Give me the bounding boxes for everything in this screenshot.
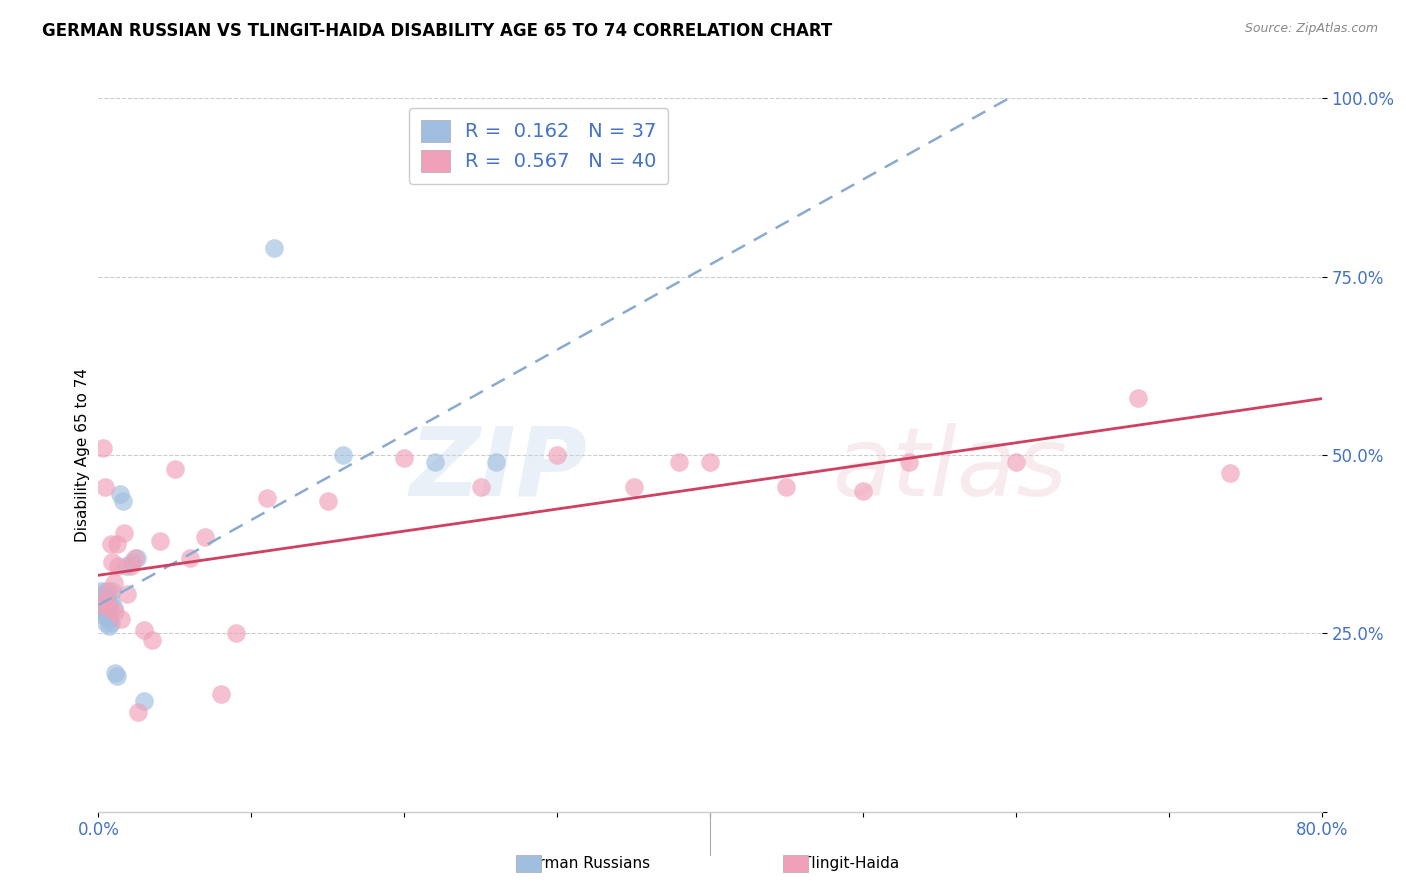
Point	[105, 669, 128, 683]
Point	[100, 615, 122, 630]
Point	[94, 608, 117, 623]
Point	[94, 583, 117, 598]
Point	[194, 530, 217, 544]
Point	[107, 558, 129, 573]
Point	[263, 241, 285, 255]
Point	[852, 483, 875, 498]
Point	[98, 605, 121, 619]
Point	[149, 533, 172, 548]
Point	[89, 594, 111, 608]
Point	[256, 491, 278, 505]
Point	[93, 605, 115, 619]
Point	[90, 591, 112, 605]
Point	[485, 455, 508, 469]
Point	[94, 594, 117, 608]
Point	[546, 448, 568, 462]
Text: atlas: atlas	[832, 423, 1067, 516]
Point	[98, 612, 121, 626]
Point	[127, 705, 149, 719]
Point	[141, 633, 163, 648]
Point	[93, 591, 115, 605]
Point	[98, 601, 121, 615]
Point	[91, 608, 114, 623]
Point	[134, 623, 156, 637]
Point	[90, 598, 112, 612]
Point	[121, 555, 143, 569]
Point	[97, 601, 120, 615]
Point	[115, 558, 138, 573]
Point	[470, 480, 492, 494]
Point	[90, 598, 112, 612]
Y-axis label: Disability Age 65 to 74: Disability Age 65 to 74	[75, 368, 90, 542]
Point	[225, 626, 247, 640]
Point	[93, 480, 115, 494]
Point	[91, 587, 114, 601]
Point	[90, 583, 112, 598]
Text: Source: ZipAtlas.com: Source: ZipAtlas.com	[1244, 22, 1378, 36]
Point	[108, 487, 131, 501]
Point	[392, 451, 416, 466]
Point	[111, 494, 134, 508]
Text: Tlingit-Haida: Tlingit-Haida	[801, 856, 900, 871]
Point	[101, 555, 124, 569]
Point	[112, 526, 135, 541]
Point	[623, 480, 645, 494]
Point	[93, 598, 115, 612]
Point	[97, 583, 120, 598]
Point	[179, 551, 201, 566]
Point	[775, 480, 797, 494]
Point	[94, 598, 117, 612]
Point	[124, 551, 146, 566]
Point	[163, 462, 186, 476]
Text: German Russians: German Russians	[517, 856, 650, 871]
Point	[97, 594, 120, 608]
Legend: R =  0.162   N = 37, R =  0.567   N = 40: R = 0.162 N = 37, R = 0.567 N = 40	[409, 108, 668, 184]
Point	[104, 665, 127, 680]
Point	[89, 601, 111, 615]
Point	[101, 583, 124, 598]
Point	[91, 441, 114, 455]
Point	[125, 551, 148, 566]
Point	[1004, 455, 1026, 469]
Point	[103, 601, 125, 615]
Point	[105, 537, 128, 551]
Point	[209, 687, 232, 701]
Text: GERMAN RUSSIAN VS TLINGIT-HAIDA DISABILITY AGE 65 TO 74 CORRELATION CHART: GERMAN RUSSIAN VS TLINGIT-HAIDA DISABILI…	[42, 22, 832, 40]
Point	[332, 448, 354, 462]
Point	[103, 576, 125, 591]
Point	[91, 594, 114, 608]
Point	[316, 494, 339, 508]
Point	[1128, 391, 1150, 405]
Point	[98, 619, 121, 633]
Point	[91, 601, 114, 615]
Point	[110, 612, 132, 626]
Point	[668, 455, 690, 469]
Point	[100, 594, 122, 608]
Point	[1219, 466, 1241, 480]
Point	[423, 455, 446, 469]
Point	[699, 455, 721, 469]
Point	[120, 558, 142, 573]
Point	[134, 694, 156, 708]
Point	[897, 455, 920, 469]
Point	[117, 587, 139, 601]
Point	[94, 615, 117, 630]
Text: ZIP: ZIP	[409, 423, 588, 516]
Point	[100, 537, 122, 551]
Point	[104, 605, 127, 619]
